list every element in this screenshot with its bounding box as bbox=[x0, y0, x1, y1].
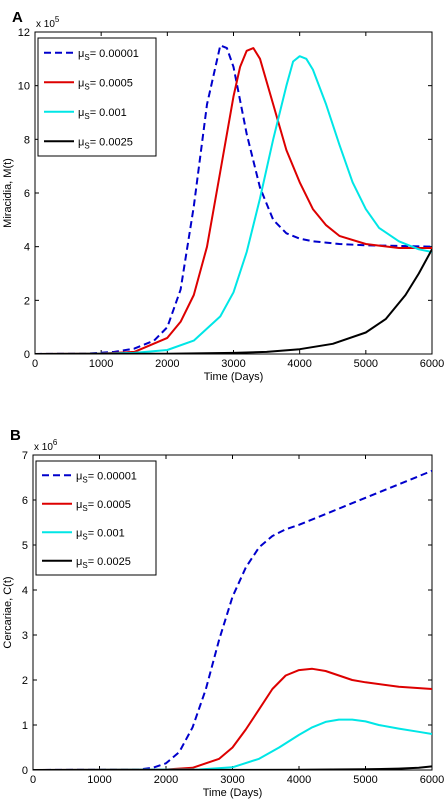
panel-a: A 0 1000 2000 3000 4000 5000 6000 0 2 4 6 8 10 12 x 105… bbox=[2, 9, 444, 383]
x-tick-label: 5000 bbox=[353, 774, 377, 786]
legend-subscript: S bbox=[82, 504, 87, 513]
y-tick-label: 4 bbox=[24, 242, 30, 254]
y-tick-label: 12 bbox=[18, 27, 30, 39]
legend: μS= 0.00001 μS= 0.0005 μS= 0.001 μS= 0.0025 bbox=[37, 37, 157, 157]
x-tick-label: 4000 bbox=[287, 358, 311, 370]
legend-subscript: S bbox=[82, 532, 87, 541]
x-axis-label: Time (Days) bbox=[203, 787, 262, 799]
legend-value: = 0.001 bbox=[88, 527, 125, 539]
legend-value: = 0.00001 bbox=[90, 48, 139, 60]
series-line bbox=[33, 469, 432, 770]
legend-value: = 0.0005 bbox=[90, 77, 133, 89]
y-tick-label: 3 bbox=[22, 630, 28, 642]
legend-subscript: S bbox=[84, 141, 89, 150]
legend-subscript: S bbox=[84, 112, 89, 121]
legend-subscript: S bbox=[84, 82, 89, 91]
legend-entry: μS= 0.001 bbox=[76, 527, 125, 541]
y-multiplier: x 106 bbox=[34, 438, 58, 453]
legend: μS= 0.00001 μS= 0.0005 μS= 0.001 μS= 0.0025 bbox=[35, 460, 157, 576]
series-line bbox=[35, 47, 432, 354]
y-exponent: 6 bbox=[53, 438, 58, 447]
x-tick-label: 2000 bbox=[154, 774, 178, 786]
y-axis-label: Cercariae, C(t) bbox=[2, 576, 14, 648]
legend-entry: μS= 0.00001 bbox=[76, 470, 137, 484]
x-tick-label: 4000 bbox=[287, 774, 311, 786]
legend-box bbox=[35, 460, 157, 576]
legend-entry: μS= 0.00001 bbox=[78, 48, 139, 62]
panel-label: B bbox=[10, 427, 21, 444]
y-tick-label: 7 bbox=[22, 450, 28, 462]
series-line bbox=[33, 718, 432, 770]
x-tick-label: 2000 bbox=[155, 358, 179, 370]
x-tick-label: 1000 bbox=[87, 774, 111, 786]
x-tick-label: 5000 bbox=[354, 358, 378, 370]
y-tick-label: 6 bbox=[22, 495, 28, 507]
series-group bbox=[35, 44, 432, 354]
x-tick-label: 6000 bbox=[420, 774, 444, 786]
legend-entry: μS= 0.001 bbox=[78, 107, 127, 121]
y-tick-label: 5 bbox=[22, 540, 28, 552]
x-tick-label: 3000 bbox=[220, 774, 244, 786]
y-tick-label: 1 bbox=[22, 720, 28, 732]
x-tick-label: 0 bbox=[30, 774, 36, 786]
x-tick-label: 6000 bbox=[420, 358, 444, 370]
y-tick-label: 4 bbox=[22, 585, 28, 597]
legend-entry: μS= 0.0025 bbox=[76, 556, 131, 570]
y-tick-label: 2 bbox=[24, 295, 30, 307]
y-tick-label: 2 bbox=[22, 675, 28, 687]
legend-value: = 0.0025 bbox=[90, 136, 133, 148]
legend-subscript: S bbox=[82, 475, 87, 484]
series-group bbox=[33, 469, 432, 770]
y-tick-label: 10 bbox=[18, 81, 30, 93]
legend-entry: μS= 0.0005 bbox=[78, 77, 133, 91]
x-tick-label: 1000 bbox=[89, 358, 113, 370]
legend-value: = 0.001 bbox=[90, 107, 127, 119]
legend-value: = 0.0005 bbox=[88, 499, 131, 511]
legend-entry: μS= 0.0005 bbox=[76, 499, 131, 513]
y-exponent: 5 bbox=[55, 15, 60, 24]
x-tick-label: 3000 bbox=[221, 358, 245, 370]
x-tick-label: 0 bbox=[32, 358, 38, 370]
legend-subscript: S bbox=[82, 561, 87, 570]
series-line bbox=[35, 55, 432, 354]
y-tick-label: 0 bbox=[24, 349, 30, 361]
y-tick-label: 0 bbox=[22, 765, 28, 777]
series-line bbox=[33, 667, 432, 770]
y-axis-label: Miracidia, M(t) bbox=[2, 158, 14, 228]
legend-box bbox=[37, 37, 157, 157]
series-line bbox=[35, 44, 432, 354]
y-tick-label: 8 bbox=[24, 134, 30, 146]
series-line bbox=[33, 765, 432, 770]
series-line bbox=[35, 248, 432, 354]
panel-label: A bbox=[12, 9, 23, 26]
x-axis-label: Time (Days) bbox=[204, 371, 263, 383]
y-tick-label: 6 bbox=[24, 188, 30, 200]
panel-b: B 0 1000 2000 3000 4000 5000 6000 0 1 2 3 4 5 6 7 x 106 T… bbox=[2, 427, 444, 799]
legend-entry: μS= 0.0025 bbox=[78, 136, 133, 150]
legend-subscript: S bbox=[84, 53, 89, 62]
y-multiplier: x 105 bbox=[36, 15, 60, 30]
legend-value: = 0.00001 bbox=[88, 470, 137, 482]
legend-value: = 0.0025 bbox=[88, 556, 131, 568]
